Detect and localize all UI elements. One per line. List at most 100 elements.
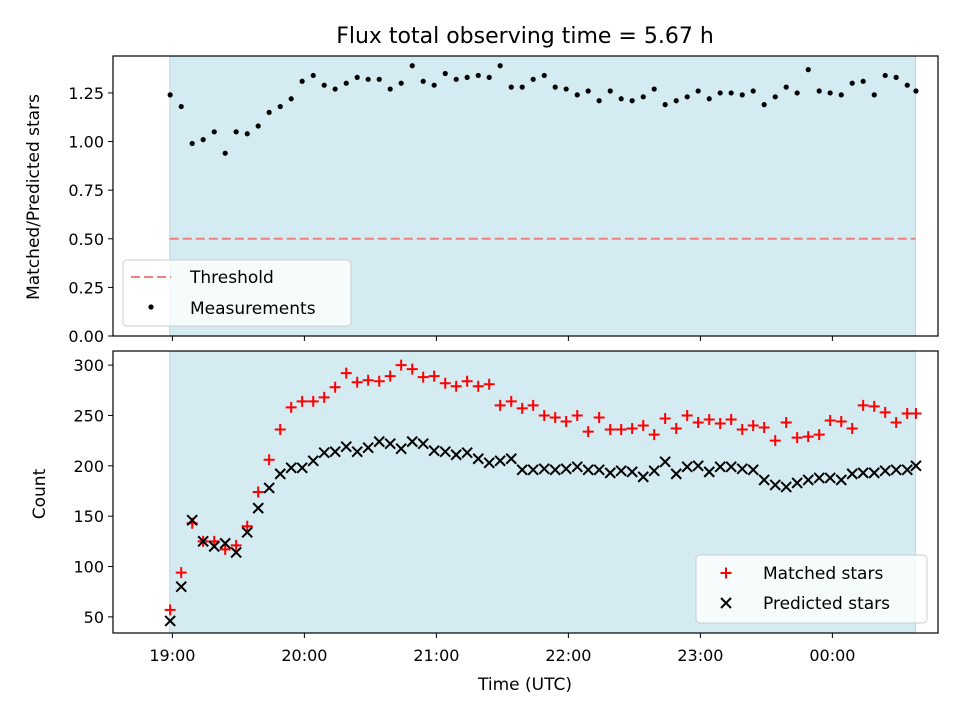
matched-star-point	[824, 414, 836, 426]
predicted-star-point	[197, 535, 209, 548]
bottom-y-tick-label: 50	[84, 608, 104, 627]
measurement-point	[706, 96, 712, 102]
predicted-star-point	[472, 453, 484, 465]
matched-star-point	[879, 406, 891, 418]
matched-star-point	[681, 409, 693, 421]
measurement-point	[838, 92, 844, 98]
bottom-x-tick-label: 19:00	[149, 646, 195, 665]
measurement-point	[761, 102, 767, 108]
measurement-point	[913, 88, 919, 94]
bottom-x-tick-label: 23:00	[677, 646, 723, 665]
legend-measurements-swatch	[148, 304, 154, 310]
measurement-point	[717, 90, 723, 96]
predicted-star-point	[802, 474, 814, 486]
measurement-point	[860, 78, 866, 84]
measurement-point	[475, 72, 481, 79]
measurement-point	[420, 78, 426, 84]
top-y-tick-label: 0.50	[68, 230, 104, 249]
predicted-star-point	[296, 462, 308, 474]
matched-star-point	[615, 424, 627, 436]
legend-box	[695, 554, 928, 624]
bottom-x-tick-label: 00:00	[809, 646, 855, 665]
bottom-y-tick-label: 300	[73, 356, 104, 375]
measurement-point	[332, 86, 338, 92]
matched-star-point	[626, 423, 638, 435]
matched-star-point	[505, 395, 517, 407]
matched-star-point	[406, 363, 418, 375]
predicted-star-point	[571, 461, 583, 473]
measurement-point	[904, 82, 910, 88]
predicted-star-point	[670, 468, 682, 480]
bottom-legend: Matched stars Predicted stars	[695, 554, 928, 624]
measurement-point	[629, 98, 635, 104]
legend-measurements-label: Measurements	[190, 299, 316, 319]
measurement-point	[882, 72, 888, 79]
matched-star-point	[219, 543, 231, 555]
predicted-star-point	[241, 526, 253, 538]
predicted-star-point	[263, 482, 275, 494]
bottom-y-tick-label: 250	[73, 406, 104, 425]
predicted-star-point	[714, 461, 726, 473]
predicted-star-point	[791, 477, 803, 489]
top-legend: Threshold Measurements	[122, 259, 352, 327]
predicted-star-point	[164, 615, 176, 627]
measurement-point	[178, 103, 184, 110]
predicted-star-point	[758, 474, 770, 486]
predicted-star-point	[384, 437, 396, 450]
predicted-star-point	[318, 447, 330, 459]
measurement-point	[739, 92, 745, 98]
matched-star-point	[769, 435, 781, 447]
top-y-tick-label: 1.25	[68, 84, 104, 103]
legend-box	[122, 259, 352, 327]
predicted-star-point	[835, 474, 847, 486]
predicted-star-point	[703, 466, 715, 478]
matched-star-point	[175, 567, 187, 579]
predicted-star-point	[351, 446, 363, 458]
matched-star-point	[351, 376, 363, 388]
measurement-point	[299, 78, 305, 84]
matched-star-point	[417, 371, 429, 383]
matched-star-point	[252, 486, 264, 498]
measurement-point	[552, 84, 558, 90]
top-y-tick-label: 0.00	[68, 327, 104, 346]
predicted-star-point	[274, 468, 286, 480]
measurement-point	[893, 74, 899, 80]
predicted-star-point	[538, 463, 550, 475]
predicted-star-point	[285, 462, 297, 474]
bottom-x-tick-label: 22:00	[545, 646, 591, 665]
predicted-star-point	[857, 467, 869, 479]
measurement-point	[343, 80, 349, 86]
measurement-point	[464, 74, 470, 80]
measurement-point	[442, 70, 448, 77]
predicted-star-point	[626, 466, 638, 478]
legend-threshold-label: Threshold	[189, 268, 274, 288]
predicted-star-point	[373, 435, 385, 448]
bottom-series-1	[164, 435, 922, 627]
matched-star-point	[571, 409, 583, 421]
measurement-point	[783, 84, 789, 90]
matched-star-point	[703, 413, 715, 425]
measurement-point	[651, 86, 657, 92]
matched-star-point	[274, 424, 286, 436]
bottom-y-tick-label: 150	[73, 507, 104, 526]
legend-predicted-swatch	[720, 597, 732, 609]
matched-star-point	[857, 399, 869, 411]
matched-star-point	[461, 375, 473, 387]
matched-star-point	[395, 359, 407, 371]
measurement-point	[728, 90, 734, 96]
x-axis-label: Time (UTC)	[477, 675, 572, 695]
measurement-point	[563, 86, 569, 92]
measurement-point	[684, 94, 690, 100]
predicted-star-point	[505, 453, 517, 465]
matched-star-point	[494, 399, 506, 411]
measurement-point	[541, 72, 547, 79]
matched-star-point	[164, 604, 176, 616]
measurement-point	[277, 103, 283, 110]
predicted-star-point	[175, 580, 187, 593]
matched-star-point	[747, 420, 759, 432]
predicted-star-point	[186, 514, 198, 526]
top-series-0	[167, 63, 919, 156]
matched-star-point	[813, 429, 825, 441]
measurement-point	[354, 74, 360, 80]
